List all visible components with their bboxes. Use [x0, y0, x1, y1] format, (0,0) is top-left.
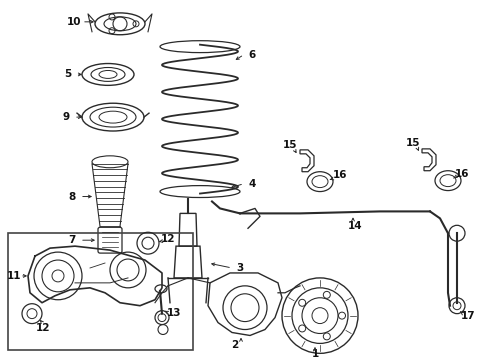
Text: 15: 15: [406, 138, 420, 148]
Text: 12: 12: [161, 234, 175, 244]
Text: 1: 1: [311, 349, 318, 359]
Text: 5: 5: [64, 69, 72, 80]
Text: 4: 4: [248, 179, 256, 189]
Text: 16: 16: [333, 170, 347, 180]
Text: 2: 2: [231, 341, 239, 350]
Text: 17: 17: [461, 311, 475, 321]
Text: 15: 15: [283, 140, 297, 150]
Text: 6: 6: [248, 50, 256, 60]
Text: 3: 3: [236, 263, 244, 273]
Text: 13: 13: [167, 308, 181, 318]
Text: 16: 16: [455, 169, 469, 179]
Bar: [8, 233, 193, 350]
Text: 12: 12: [36, 323, 50, 333]
Text: 11: 11: [7, 271, 21, 281]
Text: 7: 7: [68, 235, 75, 245]
Text: 9: 9: [62, 112, 70, 122]
Text: 10: 10: [67, 17, 81, 27]
Text: 14: 14: [348, 221, 362, 231]
Text: 8: 8: [69, 192, 75, 202]
